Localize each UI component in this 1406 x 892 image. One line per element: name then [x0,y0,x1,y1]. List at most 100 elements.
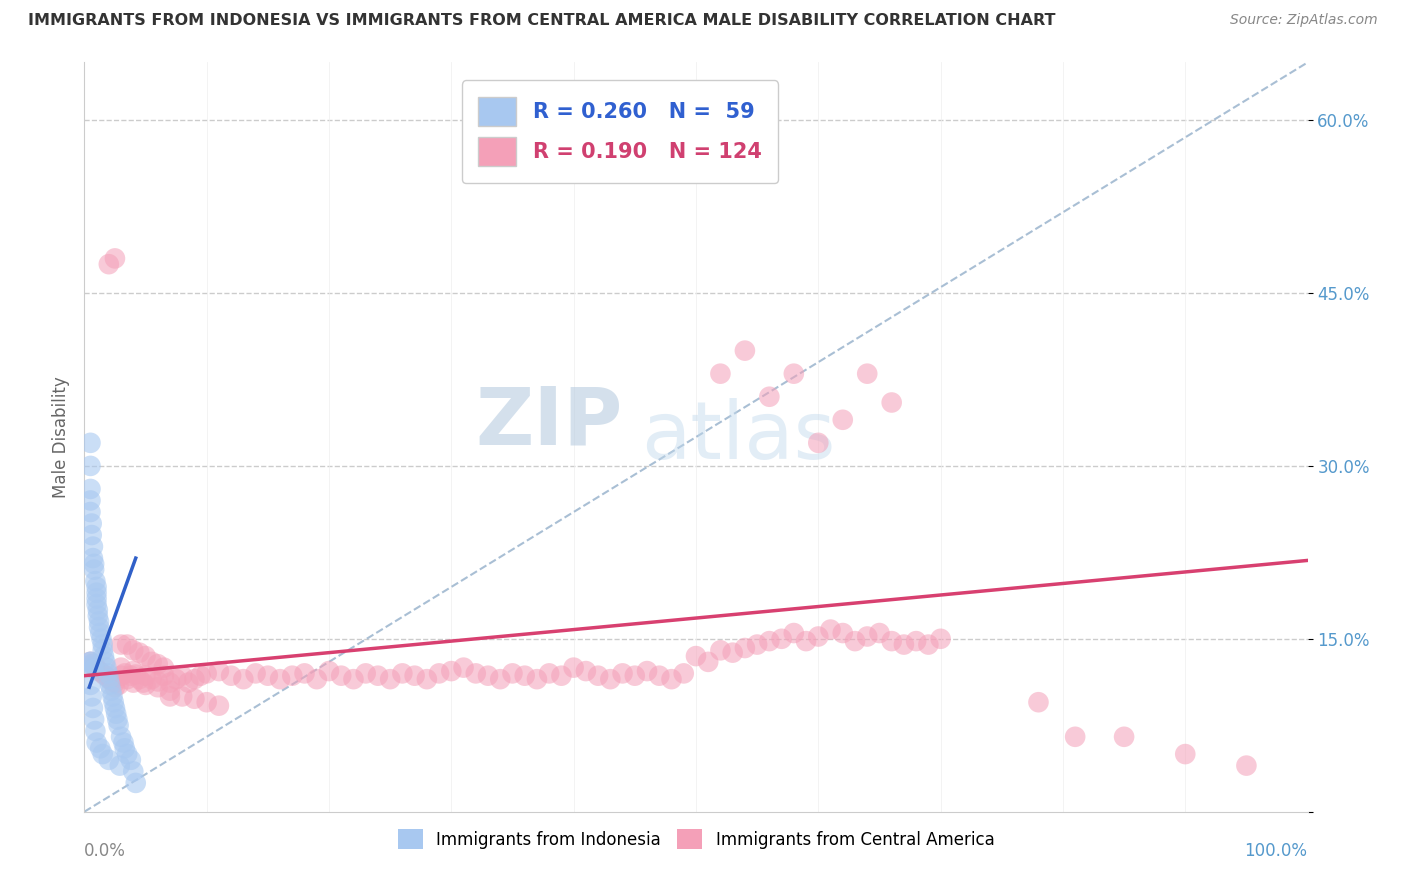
Point [84,659,107,673]
Point [190,669,212,683]
Text: 0.0%: 0.0% [84,842,127,860]
Point [685,649,707,664]
Point [132,675,155,690]
Point [112,735,135,749]
Point [103,695,125,709]
Point [880,634,903,648]
Point [807,630,830,644]
Point [807,435,830,450]
Y-axis label: Male Disability: Male Disability [52,376,70,498]
Point [404,669,426,683]
Point [599,672,621,686]
Point [183,691,205,706]
Point [110,730,132,744]
Point [477,669,499,683]
Point [783,626,806,640]
Point [97,672,120,686]
Point [114,666,136,681]
Point [856,367,879,381]
Point [83,563,105,577]
Point [79,655,101,669]
Point [120,753,142,767]
Point [709,643,731,657]
Point [141,655,163,669]
Point [82,551,104,566]
Point [82,659,104,673]
Point [94,655,117,669]
Point [97,666,120,681]
Point [80,516,103,531]
Point [93,649,115,664]
Point [91,638,114,652]
Point [844,634,866,648]
Point [1236,758,1258,772]
Point [146,674,169,689]
Point [83,713,105,727]
Point [1064,730,1087,744]
Point [79,505,101,519]
Point [1028,695,1050,709]
Point [87,615,110,629]
Point [562,660,585,674]
Point [159,675,181,690]
Point [128,672,150,686]
Point [82,657,104,672]
Point [917,638,939,652]
Point [87,620,110,634]
Point [82,701,104,715]
Point [79,458,101,473]
Point [80,657,103,672]
Point [153,669,176,683]
Point [245,666,267,681]
Text: Source: ZipAtlas.com: Source: ZipAtlas.com [1230,13,1378,28]
Point [114,741,136,756]
Point [104,701,127,715]
Point [856,630,879,644]
Point [115,638,138,652]
Point [513,669,536,683]
Point [905,634,928,648]
Text: atlas: atlas [641,398,835,476]
Point [153,660,176,674]
Point [294,666,316,681]
Point [440,664,463,678]
Point [208,664,231,678]
Point [783,367,806,381]
Point [110,638,132,652]
Point [1114,730,1136,744]
Point [96,660,118,674]
Point [80,528,103,542]
Text: IMMIGRANTS FROM INDONESIA VS IMMIGRANTS FROM CENTRAL AMERICA MALE DISABILITY COR: IMMIGRANTS FROM INDONESIA VS IMMIGRANTS … [28,13,1056,29]
Point [79,482,101,496]
Point [538,666,561,681]
Point [115,672,138,686]
Point [146,657,169,672]
Point [219,669,242,683]
Point [122,643,145,657]
Point [721,646,744,660]
Point [89,626,111,640]
Point [661,672,683,686]
Point [526,672,548,686]
Point [831,626,853,640]
Point [586,669,609,683]
Point [135,678,157,692]
Point [734,640,756,655]
Point [79,655,101,669]
Point [115,747,138,761]
Point [453,660,475,674]
Point [146,680,169,694]
Point [305,672,328,686]
Point [489,672,512,686]
Point [122,675,145,690]
Point [105,713,128,727]
Point [734,343,756,358]
Legend: Immigrants from Indonesia, Immigrants from Central America: Immigrants from Indonesia, Immigrants fr… [391,822,1001,855]
Point [770,632,793,646]
Point [97,671,120,685]
Point [86,580,108,594]
Point [87,608,110,623]
Point [79,678,101,692]
Point [97,753,120,767]
Point [624,669,647,683]
